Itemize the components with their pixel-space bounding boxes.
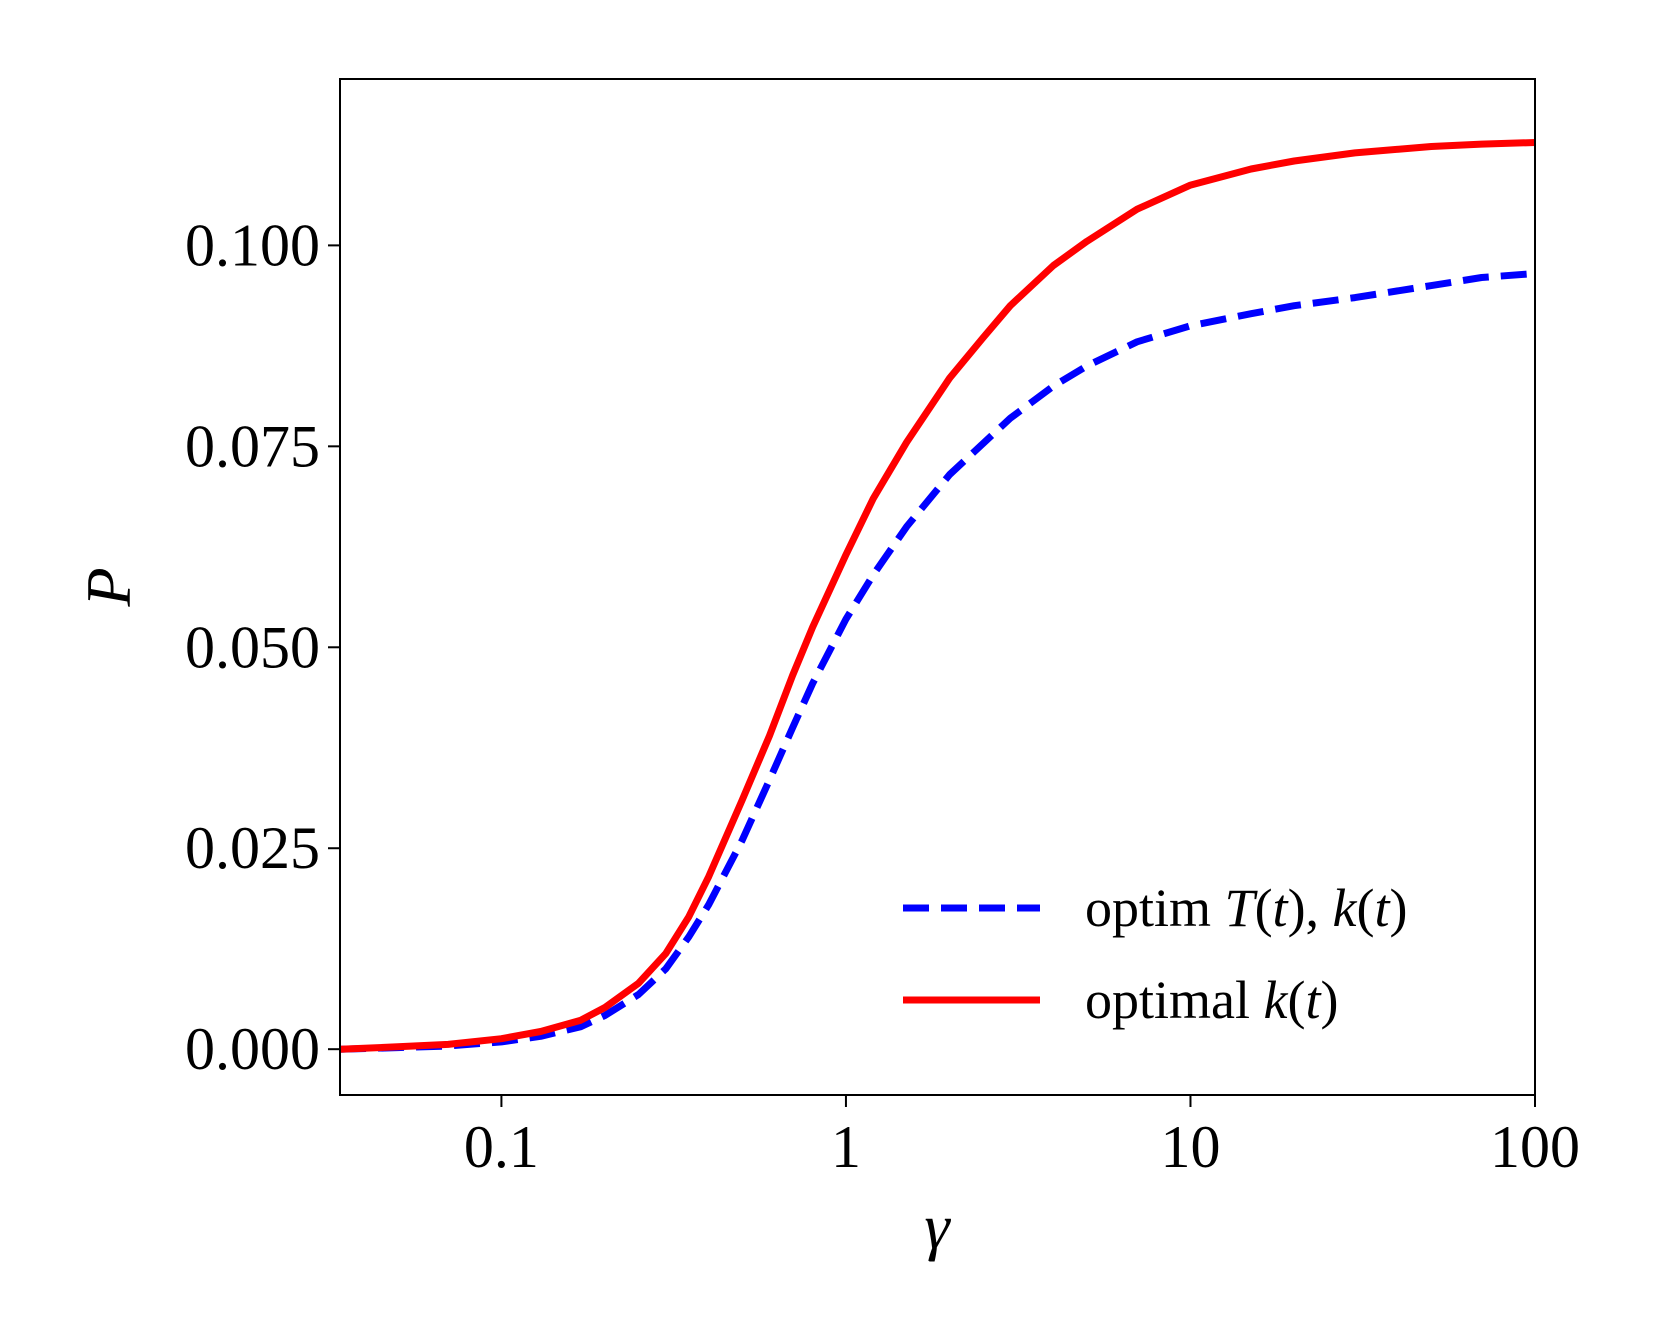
series-line-optimal-k xyxy=(339,139,1536,1053)
legend-label: optim T(t), k(t) xyxy=(1085,878,1408,938)
y-tick-label: 0.050 xyxy=(185,614,320,680)
series-layer xyxy=(339,139,1536,1053)
y-axis-ticks: 0.000 0.025 0.050 0.075 0.100 xyxy=(185,212,340,1082)
y-tick-label: 0.000 xyxy=(185,1016,320,1082)
x-axis-label: γ xyxy=(924,1191,951,1262)
series-line-optim-T-k xyxy=(339,270,1536,1053)
y-tick-label: 0.075 xyxy=(185,413,320,479)
legend: optim T(t), k(t) optimal k(t) xyxy=(903,878,1408,1030)
legend-label: optimal k(t) xyxy=(1085,970,1338,1030)
y-tick-label: 0.025 xyxy=(185,815,320,881)
y-axis-label: P xyxy=(73,567,144,607)
y-tick-label: 0.100 xyxy=(185,212,320,278)
x-tick-label: 1 xyxy=(831,1114,861,1180)
x-tick-label: 100 xyxy=(1490,1114,1580,1180)
plot-frame xyxy=(339,78,1536,1096)
x-tick-label: 10 xyxy=(1160,1114,1220,1180)
x-axis-ticks: 0.1 1 10 100 xyxy=(464,1095,1580,1180)
x-tick-label: 0.1 xyxy=(464,1114,539,1180)
